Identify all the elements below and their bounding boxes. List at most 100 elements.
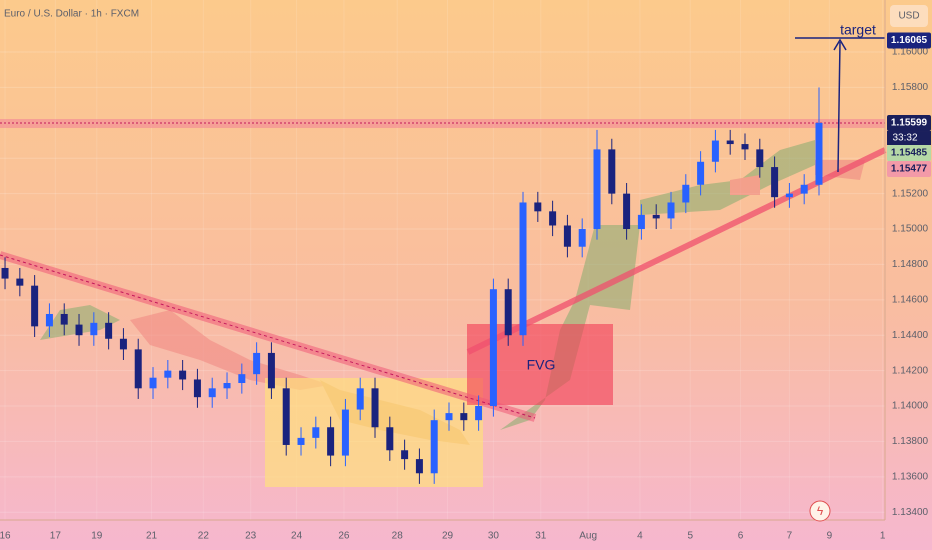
candle-body xyxy=(356,388,364,410)
candle-body xyxy=(578,229,586,247)
y-tick-label: 1.14800 xyxy=(892,259,929,270)
candle-body xyxy=(312,427,320,438)
candle-body xyxy=(253,352,261,375)
candle-body xyxy=(652,214,660,219)
candle-body xyxy=(711,140,719,162)
candle-body xyxy=(238,374,246,384)
x-tick-label: 30 xyxy=(488,531,500,542)
y-tick-label: 1.15200 xyxy=(892,188,929,199)
candle-body xyxy=(164,370,172,378)
candle-body xyxy=(119,338,127,350)
candle-body xyxy=(549,211,557,226)
candle-body xyxy=(489,289,497,407)
countdown: 33:32 xyxy=(892,133,917,144)
arrow-head xyxy=(833,38,847,51)
candle-body xyxy=(815,122,823,185)
candle-body xyxy=(430,420,438,474)
price-label: 1.16065 xyxy=(891,35,928,46)
cloud-red xyxy=(130,310,330,390)
candle-body xyxy=(445,413,453,421)
candle-body xyxy=(223,383,231,389)
candle-body xyxy=(608,149,616,194)
down-trendline xyxy=(0,251,537,422)
y-tick-label: 1.15800 xyxy=(892,82,929,93)
candle-body xyxy=(134,349,142,389)
y-tick-label: 1.14200 xyxy=(892,365,929,376)
candle-body xyxy=(460,413,468,421)
candle-body xyxy=(637,214,645,230)
x-tick-label: 21 xyxy=(146,531,158,542)
candle-body xyxy=(623,193,631,230)
candle-body xyxy=(682,184,690,203)
y-tick-label: 1.14600 xyxy=(892,294,929,305)
x-tick-label: 4 xyxy=(637,531,643,542)
candle-body xyxy=(697,161,705,185)
x-tick-label: 1 xyxy=(880,531,886,542)
candle-body xyxy=(90,322,98,336)
price-label-box xyxy=(887,161,931,178)
fvg-label: FVG xyxy=(527,357,556,373)
countdown-box xyxy=(887,131,931,146)
cloud-red xyxy=(730,175,760,195)
y-tick-label: 1.13800 xyxy=(892,436,929,447)
y-tick-label: 1.13600 xyxy=(892,471,929,482)
candle-body xyxy=(371,388,379,428)
candle-body xyxy=(504,289,512,336)
candle-body xyxy=(45,313,53,327)
y-tick-label: 1.15000 xyxy=(892,224,929,235)
price-label-box xyxy=(887,145,931,162)
x-tick-label: 31 xyxy=(535,531,547,542)
candle-body xyxy=(179,370,187,380)
x-tick-label: Aug xyxy=(579,531,597,542)
target-label: target xyxy=(840,22,876,38)
candle-body xyxy=(415,459,423,474)
candle-body xyxy=(208,388,216,398)
candle-body xyxy=(1,267,9,279)
chart-title: Euro / U.S. Dollar · 1h · FXCM xyxy=(4,9,139,20)
candle-body xyxy=(726,140,734,145)
target-arrow xyxy=(837,41,841,173)
y-tick-label: 1.14400 xyxy=(892,330,929,341)
candle-body xyxy=(31,285,39,327)
candle-body xyxy=(193,379,201,398)
candle-body xyxy=(60,313,68,325)
candle-body xyxy=(534,202,542,212)
x-tick-label: 17 xyxy=(50,531,62,542)
price-label-box xyxy=(887,115,931,132)
candle-body xyxy=(756,149,764,168)
candle-body xyxy=(105,322,113,339)
candles xyxy=(1,87,823,484)
x-tick-label: 5 xyxy=(687,531,693,542)
candle-body xyxy=(401,450,409,460)
y-tick-label: 1.14000 xyxy=(892,401,929,412)
price-label-box xyxy=(887,32,931,49)
x-tick-label: 28 xyxy=(392,531,404,542)
cloud-green xyxy=(40,305,120,340)
currency-box[interactable] xyxy=(890,5,928,27)
candle-body xyxy=(785,193,793,198)
candle-body xyxy=(267,352,275,389)
y-tick-label: 1.16000 xyxy=(892,47,929,58)
candle-body xyxy=(341,409,349,456)
axis: 1.13400 1.13600 1.13800 1.14000 1.14200 1.144… xyxy=(0,32,931,542)
price-label: 1.15477 xyxy=(891,164,928,175)
candle-body xyxy=(593,149,601,230)
alert-glyph: ϟ xyxy=(817,504,824,518)
candle-body xyxy=(563,225,571,247)
candle-body xyxy=(149,377,157,389)
price-label: 1.15485 xyxy=(891,148,928,159)
candle-body xyxy=(800,184,808,194)
candle-body xyxy=(771,167,779,198)
x-tick-label: 9 xyxy=(827,531,833,542)
candle-body xyxy=(741,144,749,150)
price-label: 1.15599 xyxy=(891,118,928,129)
x-tick-label: 7 xyxy=(787,531,793,542)
x-tick-label: 16 xyxy=(0,531,11,542)
candle-body xyxy=(16,278,24,286)
candle-body xyxy=(667,202,675,219)
x-tick-label: 19 xyxy=(91,531,103,542)
alert-icon[interactable] xyxy=(809,500,831,522)
candle-body xyxy=(386,427,394,451)
candle-body xyxy=(75,324,83,336)
